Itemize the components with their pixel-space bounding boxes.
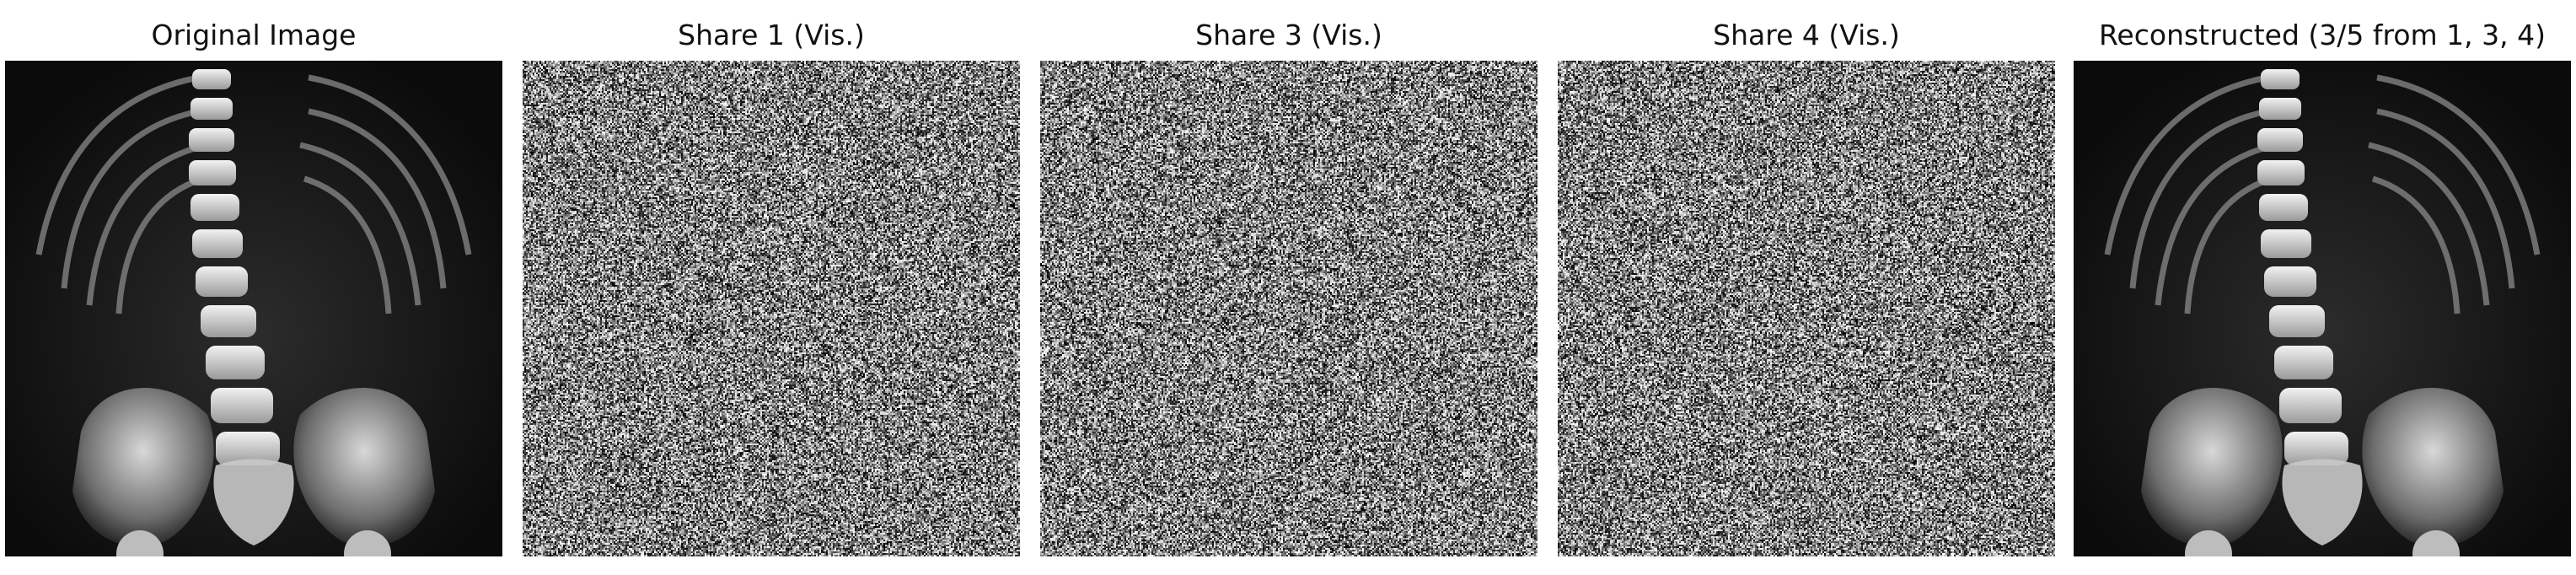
xray-spine-image [5,61,502,556]
panel-title-reconstructed: Reconstructed (3/5 from 1, 3, 4) [2098,19,2546,51]
share-1-image [523,61,1020,556]
share-3-image [1040,61,1538,556]
xray-spine-image-reconstructed [2074,61,2571,556]
panel-title-share-4: Share 4 (Vis.) [1713,19,1900,51]
panel-original: Original Image [5,0,502,575]
panel-share-1: Share 1 (Vis.) [523,0,1020,575]
share-4-noise [1558,61,2055,556]
original-image [5,61,502,556]
panel-share-4: Share 4 (Vis.) [1558,0,2055,575]
share-1-noise [523,61,1020,556]
panel-title-share-3: Share 3 (Vis.) [1195,19,1382,51]
panel-share-3: Share 3 (Vis.) [1040,0,1538,575]
share-4-image [1558,61,2055,556]
reconstructed-image [2074,61,2571,556]
panel-title-original: Original Image [151,19,357,51]
panel-reconstructed: Reconstructed (3/5 from 1, 3, 4) [2074,0,2571,575]
panel-title-share-1: Share 1 (Vis.) [678,19,865,51]
share-3-noise [1040,61,1538,556]
